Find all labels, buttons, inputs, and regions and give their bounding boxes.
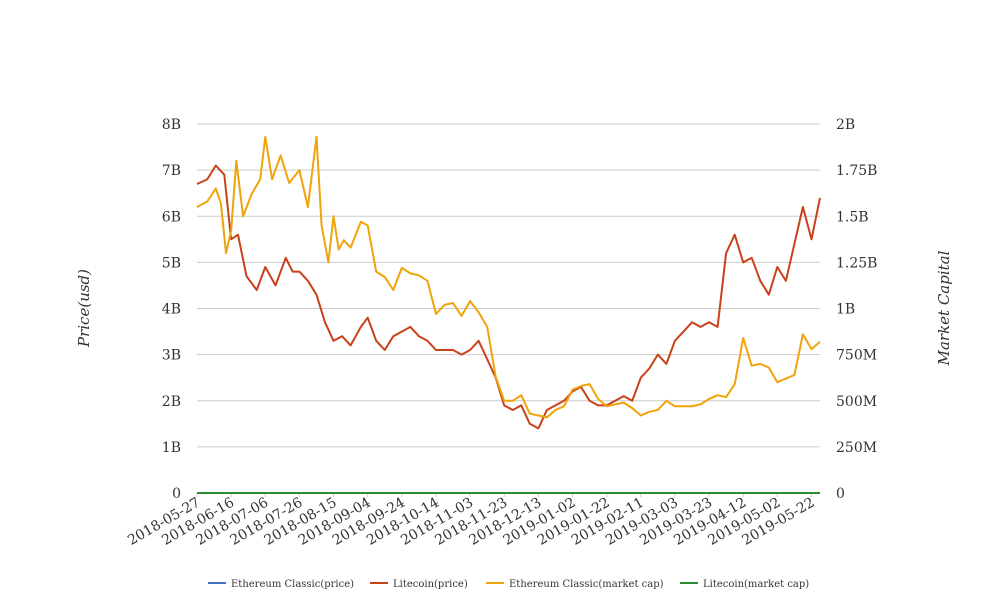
left-y-axis-ticks: 0 1B 2B 3B 4B 5B 6B 7B 8B: [162, 117, 181, 502]
right-y-tick-label: 2B: [836, 117, 855, 133]
chart-legend: Ethereum Classic(price) Litecoin(price) Et…: [208, 579, 809, 590]
series-line-2: [196, 135, 821, 419]
left-y-tick-label: 4B: [162, 302, 181, 318]
plot-series: [196, 135, 821, 494]
right-y-tick-label: 1B: [836, 302, 855, 318]
x-axis-ticks: 2018-05-272018-06-162018-07-062018-07-26…: [125, 493, 817, 549]
right-y-tick-label: 0: [836, 486, 845, 502]
right-y-tick-label: 750M: [836, 348, 877, 364]
right-y-axis-title: Market Capital: [935, 250, 953, 366]
right-y-tick-label: 500M: [836, 394, 877, 410]
right-y-tick-label: 250M: [836, 440, 877, 456]
left-y-tick-label: 2B: [162, 394, 181, 410]
left-y-axis-title: Price(usd): [75, 269, 93, 348]
left-y-tick-label: 6B: [162, 209, 181, 225]
gridlines: [197, 123, 820, 494]
right-y-tick-label: 1.75B: [836, 163, 877, 179]
left-y-tick-label: 3B: [162, 348, 181, 364]
left-y-tick-label: 1B: [162, 440, 181, 456]
legend-label: Litecoin(price): [393, 579, 468, 590]
left-y-tick-label: 8B: [162, 117, 181, 133]
left-y-tick-label: 7B: [162, 163, 181, 179]
legend-label: Litecoin(market cap): [703, 579, 809, 590]
legend-label: Ethereum Classic(price): [231, 579, 354, 590]
right-y-tick-label: 1.25B: [836, 255, 877, 271]
left-y-tick-label: 0: [172, 486, 181, 502]
left-y-tick-label: 5B: [162, 255, 181, 271]
right-y-axis-ticks: 0 250M 500M 750M 1B 1.25B 1.5B 1.75B 2B: [836, 117, 877, 502]
legend-label: Ethereum Classic(market cap): [509, 579, 664, 590]
series-line-1: [196, 164, 821, 430]
right-y-tick-label: 1.5B: [836, 209, 869, 225]
